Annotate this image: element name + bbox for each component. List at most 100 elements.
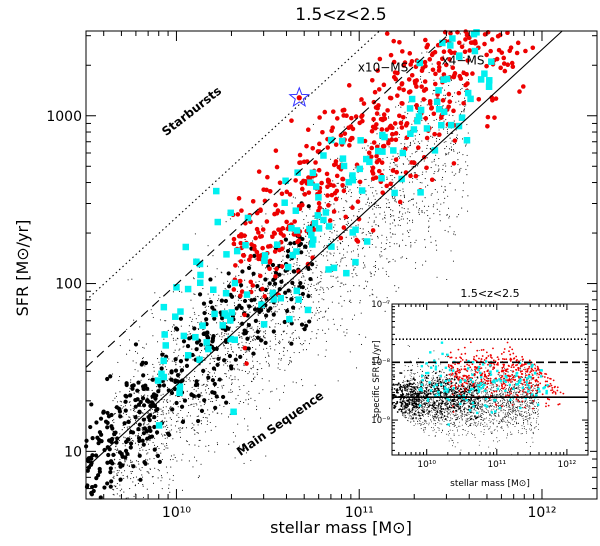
point bbox=[133, 397, 138, 403]
point bbox=[431, 411, 433, 413]
point bbox=[367, 221, 369, 223]
point bbox=[227, 416, 230, 418]
point bbox=[194, 313, 196, 315]
point bbox=[495, 415, 496, 417]
point bbox=[189, 316, 191, 318]
point bbox=[333, 230, 336, 232]
point bbox=[197, 424, 199, 426]
point bbox=[135, 466, 137, 468]
point bbox=[238, 386, 240, 388]
point bbox=[204, 306, 206, 309]
point bbox=[179, 372, 181, 374]
point bbox=[252, 367, 254, 369]
point bbox=[384, 183, 390, 189]
point bbox=[208, 299, 213, 305]
point bbox=[427, 391, 429, 393]
point bbox=[375, 190, 377, 192]
point bbox=[438, 168, 440, 170]
point bbox=[439, 119, 441, 121]
point bbox=[373, 266, 375, 268]
point bbox=[160, 352, 165, 357]
point bbox=[200, 392, 202, 394]
point bbox=[446, 131, 448, 133]
point bbox=[254, 210, 260, 216]
point bbox=[486, 389, 488, 391]
point bbox=[357, 187, 359, 189]
point bbox=[365, 194, 367, 196]
point bbox=[235, 398, 237, 400]
point bbox=[373, 213, 375, 215]
point bbox=[315, 267, 317, 269]
point bbox=[354, 267, 356, 269]
point bbox=[412, 140, 414, 142]
point bbox=[158, 470, 160, 472]
point bbox=[288, 241, 293, 246]
point bbox=[279, 191, 285, 197]
point bbox=[422, 394, 424, 396]
point bbox=[173, 339, 175, 341]
point bbox=[160, 303, 168, 311]
point bbox=[385, 243, 387, 245]
point bbox=[159, 388, 161, 390]
point bbox=[292, 266, 294, 268]
point bbox=[315, 194, 322, 201]
point bbox=[269, 326, 271, 328]
point bbox=[389, 168, 391, 171]
point bbox=[456, 216, 458, 218]
point bbox=[263, 331, 265, 333]
point bbox=[496, 394, 498, 396]
point bbox=[332, 255, 335, 257]
point bbox=[227, 335, 234, 343]
point bbox=[402, 218, 404, 220]
point bbox=[488, 402, 490, 404]
point bbox=[340, 242, 342, 245]
point bbox=[204, 359, 206, 361]
point bbox=[195, 382, 200, 387]
point bbox=[259, 363, 261, 365]
point bbox=[306, 204, 311, 209]
point bbox=[152, 375, 154, 377]
point bbox=[346, 328, 348, 331]
point bbox=[424, 197, 426, 199]
point bbox=[510, 397, 511, 399]
point bbox=[428, 388, 430, 390]
point bbox=[430, 382, 432, 384]
point bbox=[154, 377, 162, 384]
point bbox=[407, 390, 408, 392]
point bbox=[182, 366, 185, 368]
point bbox=[197, 321, 199, 324]
point bbox=[244, 361, 249, 366]
point bbox=[237, 321, 239, 323]
point bbox=[394, 198, 396, 200]
point bbox=[484, 410, 485, 412]
point bbox=[301, 271, 303, 273]
point bbox=[355, 235, 357, 237]
point bbox=[283, 274, 285, 276]
point bbox=[423, 428, 425, 430]
point bbox=[489, 421, 491, 423]
point bbox=[445, 395, 447, 396]
point bbox=[450, 65, 456, 70]
point bbox=[242, 345, 244, 347]
point bbox=[394, 260, 396, 262]
point bbox=[365, 336, 367, 338]
point bbox=[446, 433, 448, 435]
point bbox=[388, 187, 390, 190]
point bbox=[312, 397, 315, 399]
point bbox=[296, 261, 298, 264]
point bbox=[179, 404, 185, 409]
point bbox=[340, 162, 348, 170]
point bbox=[455, 393, 457, 395]
point bbox=[217, 333, 219, 335]
point bbox=[281, 303, 283, 306]
point bbox=[93, 483, 98, 489]
point bbox=[235, 353, 237, 356]
point bbox=[525, 386, 526, 388]
point bbox=[164, 366, 166, 368]
point bbox=[290, 294, 292, 296]
point bbox=[474, 376, 476, 378]
point bbox=[361, 208, 363, 210]
point bbox=[508, 45, 514, 51]
point bbox=[291, 305, 296, 310]
point bbox=[243, 291, 251, 298]
